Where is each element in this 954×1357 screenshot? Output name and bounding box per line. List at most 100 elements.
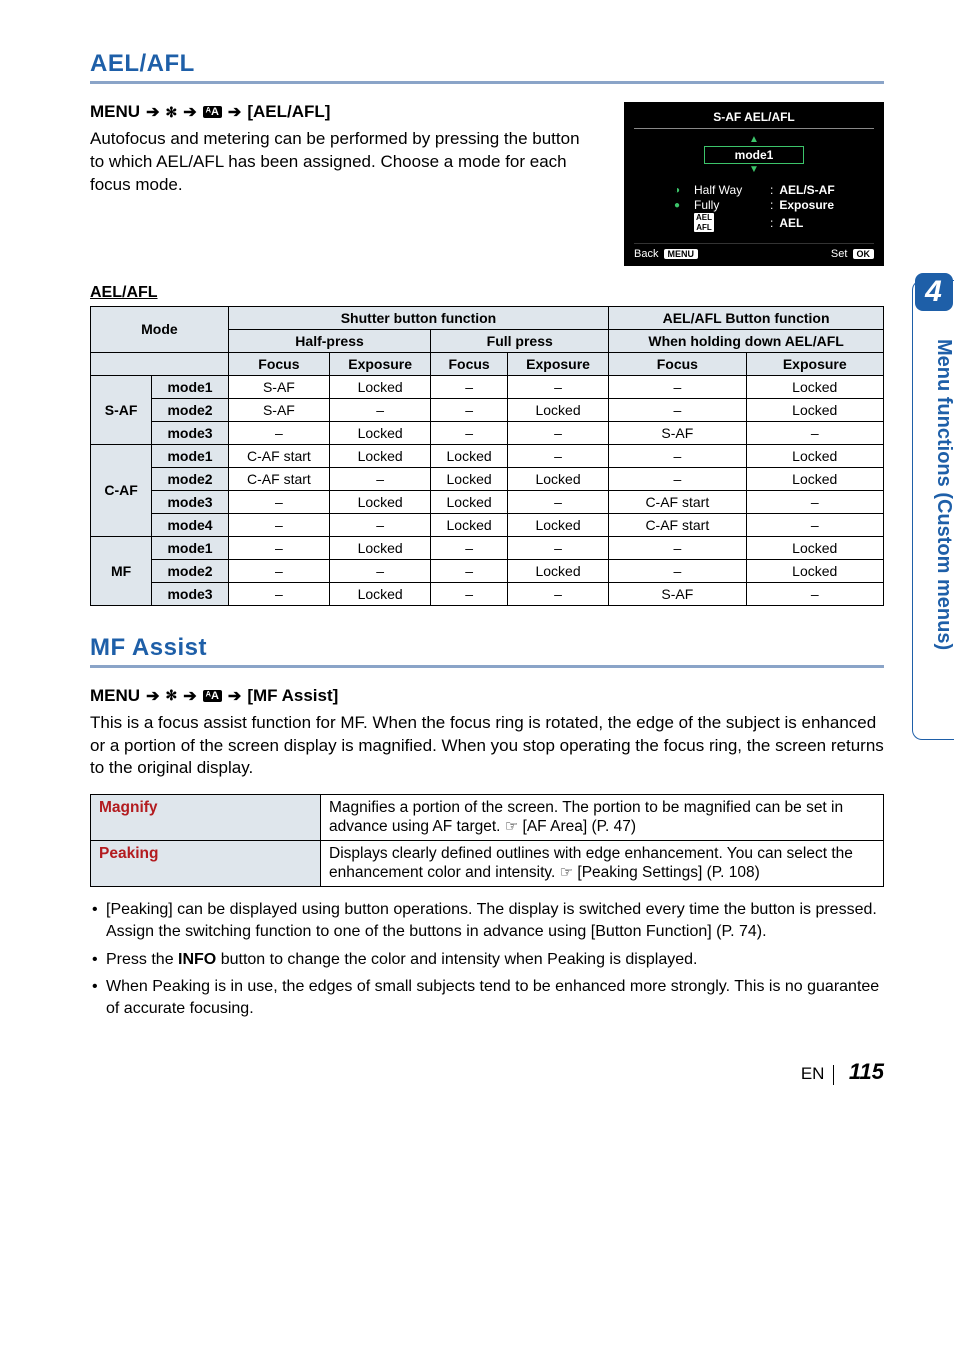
table-cell: –	[228, 536, 329, 559]
custom-menu-icon: ✻	[165, 104, 177, 121]
mode-name: mode4	[152, 513, 229, 536]
group-name: S-AF	[91, 375, 152, 444]
lcd-info-lines: ◑ Half Way : AEL/S-AF ● Fully : Exposure…	[674, 183, 874, 233]
menu-path-mf: MENU ➔ ✻ ➔ ᴬA ➔ [MF Assist]	[90, 686, 884, 706]
table-cell: –	[507, 444, 608, 467]
ael-afl-table: Mode Shutter button function AEL/AFL But…	[90, 306, 884, 606]
camera-lcd-preview: S-AF AEL/AFL ▲ mode1 ▼ ◑ Half Way : AEL/…	[624, 102, 884, 266]
table-cell: –	[507, 375, 608, 398]
lcd-line2-right: Exposure	[779, 198, 834, 212]
table-cell: –	[431, 582, 508, 605]
table-cell: –	[228, 490, 329, 513]
table-cell: Locked	[746, 398, 884, 421]
lcd-back: Back MENU	[634, 248, 698, 260]
table-cell: Locked	[330, 421, 431, 444]
th-focus: Focus	[431, 352, 508, 375]
table-cell: S-AF	[228, 398, 329, 421]
table-caption: AEL/AFL	[90, 284, 884, 302]
section-title-ael-afl: AEL/AFL	[90, 50, 884, 84]
table-cell: –	[228, 559, 329, 582]
table-cell: Locked	[746, 467, 884, 490]
halfpress-icon: ◑	[674, 185, 688, 196]
table-cell: –	[228, 582, 329, 605]
table-cell: –	[507, 582, 608, 605]
table-cell: Locked	[431, 513, 508, 536]
note-item: Press the INFO button to change the colo…	[90, 949, 884, 971]
table-cell: –	[507, 421, 608, 444]
table-cell: C-AF start	[609, 513, 746, 536]
table-cell: Locked	[507, 513, 608, 536]
table-cell: –	[746, 513, 884, 536]
ok-badge-icon: OK	[853, 249, 875, 259]
table-cell: Locked	[507, 467, 608, 490]
table-cell: –	[609, 559, 746, 582]
lcd-line3-right: AEL	[779, 216, 803, 230]
table-cell: –	[431, 398, 508, 421]
table-cell: –	[746, 490, 884, 513]
table-cell: C-AF start	[609, 490, 746, 513]
table-cell: Locked	[746, 536, 884, 559]
table-cell: Locked	[431, 467, 508, 490]
lcd-mode-selector: ▲ mode1 ▼	[634, 135, 874, 175]
page-footer: EN 115	[90, 1059, 884, 1085]
lcd-set: Set OK	[831, 248, 874, 260]
custom-menu-icon: ✻	[165, 687, 177, 704]
table-cell: –	[330, 559, 431, 582]
table-cell: –	[431, 421, 508, 444]
mf-description: This is a focus assist function for MF. …	[90, 712, 884, 781]
arrow-icon: ➔	[228, 686, 241, 706]
lcd-line2-left: Fully	[694, 198, 764, 212]
mf-feature-table: MagnifyMagnifies a portion of the screen…	[90, 794, 884, 887]
section-title-mf-assist: MF Assist	[90, 634, 884, 668]
table-cell: Locked	[330, 444, 431, 467]
th-ael-button: AEL/AFL Button function	[609, 306, 884, 329]
table-cell: Locked	[507, 398, 608, 421]
mode-name: mode1	[152, 536, 229, 559]
th-exposure: Exposure	[746, 352, 884, 375]
table-cell: Locked	[431, 490, 508, 513]
th-mode: Mode	[91, 306, 229, 352]
mode-name: mode3	[152, 490, 229, 513]
table-cell: –	[609, 375, 746, 398]
up-arrow-icon: ▲	[634, 135, 874, 145]
th-hold: When holding down AEL/AFL	[609, 329, 884, 352]
table-cell: Locked	[431, 444, 508, 467]
mode-name: mode3	[152, 582, 229, 605]
table-cell: –	[609, 536, 746, 559]
table-cell: C-AF start	[228, 467, 329, 490]
down-arrow-icon: ▼	[634, 165, 874, 175]
lcd-line1-left: Half Way	[694, 183, 764, 197]
menu-target: [AEL/AFL]	[247, 102, 330, 122]
table-cell: –	[507, 536, 608, 559]
th-full: Full press	[431, 329, 609, 352]
info-button-label: INFO	[178, 951, 216, 968]
arrow-icon: ➔	[146, 102, 159, 122]
table-cell: S-AF	[228, 375, 329, 398]
th-focus: Focus	[609, 352, 746, 375]
table-cell: –	[746, 421, 884, 444]
table-cell: Locked	[330, 536, 431, 559]
notes-list: [Peaking] can be displayed using button …	[90, 899, 884, 1019]
note-item: [Peaking] can be displayed using button …	[90, 899, 884, 942]
table-cell: S-AF	[609, 421, 746, 444]
feature-description: Displays clearly defined outlines with e…	[321, 841, 884, 887]
fullpress-icon: ●	[674, 200, 688, 211]
menu-target: [MF Assist]	[247, 686, 338, 706]
page-number: 115	[849, 1059, 884, 1084]
table-cell: –	[746, 582, 884, 605]
table-cell: Locked	[330, 490, 431, 513]
tab-a-icon: ᴬA	[203, 690, 222, 702]
table-cell: –	[431, 536, 508, 559]
table-cell: Locked	[746, 559, 884, 582]
tab-a-icon: ᴬA	[203, 106, 222, 118]
mode-name: mode1	[152, 444, 229, 467]
mode-name: mode3	[152, 421, 229, 444]
lcd-set-label: Set	[831, 248, 848, 260]
feature-description: Magnifies a portion of the screen. The p…	[321, 795, 884, 841]
reference-icon: ☞	[505, 817, 518, 835]
table-cell: –	[228, 513, 329, 536]
lcd-title: S-AF AEL/AFL	[634, 110, 874, 124]
table-cell: –	[609, 398, 746, 421]
table-cell: –	[330, 467, 431, 490]
feature-name: Peaking	[91, 841, 321, 887]
